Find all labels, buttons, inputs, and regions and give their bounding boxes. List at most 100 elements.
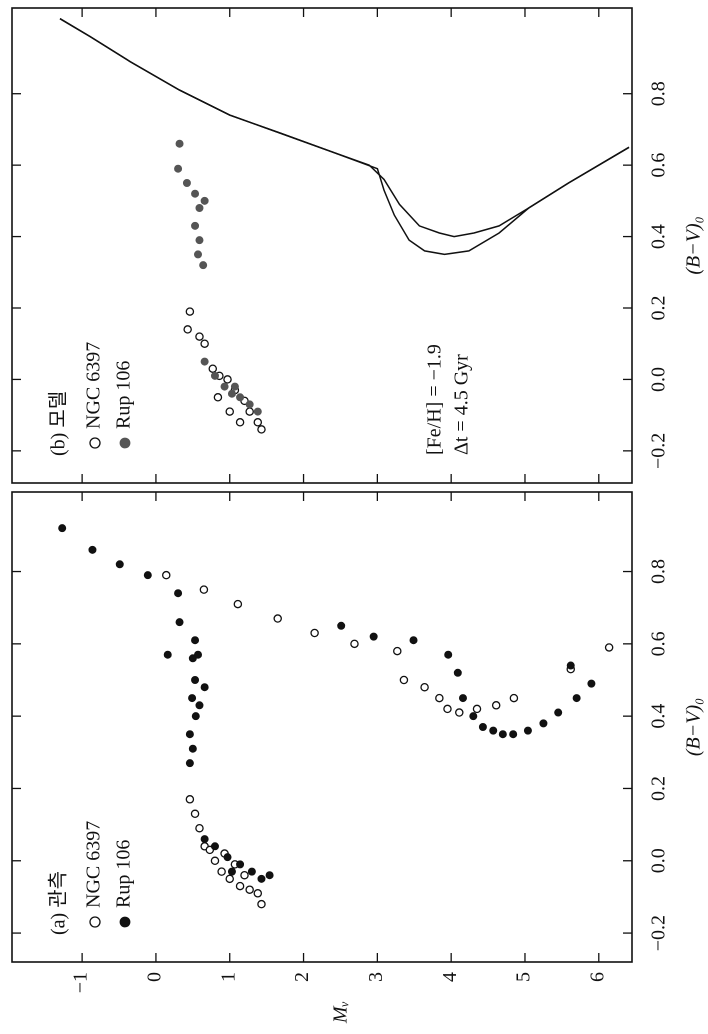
- star: [223, 375, 232, 384]
- star: [174, 589, 183, 598]
- star: [115, 560, 124, 569]
- star: [193, 250, 202, 259]
- y-tick-label: −1: [70, 972, 92, 993]
- star: [399, 675, 409, 685]
- star: [183, 325, 192, 334]
- star: [509, 730, 518, 739]
- star: [230, 382, 239, 391]
- star: [393, 646, 402, 656]
- star: [195, 236, 204, 245]
- star: [458, 694, 467, 703]
- plot-frame: [11, 7, 633, 484]
- star: [220, 382, 229, 391]
- star: [604, 643, 614, 652]
- star: [191, 221, 200, 230]
- x-tick-label: −0.2: [648, 433, 670, 469]
- star: [200, 835, 209, 844]
- star: [200, 196, 209, 205]
- annotation: Δt = 4.5 Gyr: [451, 354, 473, 455]
- star: [174, 164, 183, 173]
- star: [191, 712, 200, 721]
- y-tick-label: 0: [144, 972, 166, 982]
- y-tick-label: 3: [365, 972, 387, 982]
- star: [188, 744, 197, 753]
- star: [200, 357, 209, 366]
- star: [195, 332, 204, 341]
- legend-label: NGC 6397: [83, 342, 105, 429]
- star: [227, 867, 236, 876]
- star: [185, 307, 195, 316]
- star: [235, 418, 245, 427]
- star: [199, 261, 208, 270]
- star: [245, 407, 254, 416]
- star: [213, 393, 223, 402]
- star: [265, 871, 274, 880]
- star: [469, 712, 478, 721]
- star: [217, 867, 226, 876]
- star: [191, 676, 200, 685]
- star: [554, 708, 563, 717]
- star: [210, 371, 219, 380]
- panel-title: (b) 모델: [47, 391, 70, 456]
- star: [236, 860, 245, 869]
- star: [245, 885, 254, 894]
- x-tick-label: −0.2: [648, 915, 670, 951]
- star: [195, 701, 204, 710]
- rotated-figure: −0.2 0.0 0.2 0.4 0.6 0.8 −1 0 1 2 3 4 5 6 (B−V)₀ Mᵥ (a) …: [11, 7, 705, 1024]
- star: [210, 856, 220, 866]
- star: [199, 585, 209, 594]
- star: [175, 618, 184, 627]
- star: [498, 730, 507, 739]
- x-tick-label: 0.4: [648, 704, 670, 729]
- y-tick-label: 5: [513, 972, 535, 982]
- legend-marker: [89, 916, 101, 928]
- star: [245, 400, 254, 409]
- star: [273, 614, 282, 623]
- star: [572, 694, 581, 703]
- x-tick-label: 0.4: [648, 224, 670, 249]
- star: [539, 719, 548, 728]
- star: [236, 393, 245, 402]
- star: [191, 636, 200, 645]
- x-tick-label: 0.2: [648, 776, 670, 801]
- star: [523, 726, 532, 735]
- x-tick-label: 0.6: [648, 631, 670, 656]
- star: [235, 881, 245, 891]
- y-axis-label: Mᵥ: [330, 1001, 352, 1024]
- star: [566, 661, 575, 670]
- plot-frame: [11, 491, 633, 963]
- star: [509, 693, 519, 703]
- star: [350, 639, 359, 649]
- star: [435, 693, 444, 703]
- star: [163, 650, 172, 659]
- star: [253, 407, 262, 416]
- star: [185, 759, 194, 768]
- star: [175, 139, 184, 148]
- star: [491, 701, 501, 710]
- x-tick-label: 0.0: [648, 367, 670, 392]
- star: [88, 545, 97, 554]
- star: [420, 682, 429, 692]
- legend-marker: [119, 916, 131, 928]
- star: [185, 730, 194, 739]
- star: [253, 418, 263, 427]
- x-tick-label: 0.0: [648, 848, 670, 873]
- star: [227, 389, 236, 398]
- star: [195, 823, 204, 833]
- isochrone: [59, 18, 630, 256]
- star: [58, 524, 67, 533]
- star: [188, 694, 197, 703]
- x-tick-label: 0.8: [648, 559, 670, 584]
- legend-marker: [119, 437, 131, 449]
- star: [162, 570, 171, 580]
- legend-marker: [89, 437, 101, 449]
- star: [185, 795, 195, 804]
- star: [337, 621, 346, 630]
- star: [182, 178, 191, 187]
- legend-label: NGC 6397: [83, 821, 105, 908]
- star: [223, 853, 232, 862]
- star: [200, 683, 209, 692]
- star: [369, 632, 378, 641]
